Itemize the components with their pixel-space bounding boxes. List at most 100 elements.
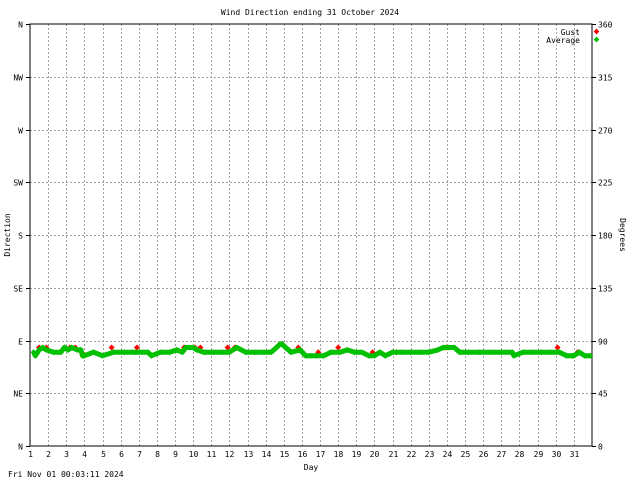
- average-point: [43, 346, 50, 353]
- x-tick-label: 15: [280, 450, 290, 459]
- average-point: [121, 349, 128, 356]
- y-axis-label-right: Degrees: [618, 218, 627, 252]
- average-point: [398, 349, 405, 356]
- average-point: [563, 352, 570, 359]
- x-tick-label: 21: [389, 450, 399, 459]
- average-point: [389, 349, 396, 356]
- gust-point: [224, 344, 231, 351]
- average-point: [50, 349, 57, 356]
- average-point: [288, 349, 295, 356]
- x-tick-label: 24: [443, 450, 453, 459]
- y-tick-label-right: 45: [598, 390, 608, 399]
- y-tick-label-right: 270: [598, 127, 613, 136]
- average-point: [182, 344, 189, 351]
- y-tick-label-right: 180: [598, 232, 613, 241]
- average-point: [110, 349, 117, 356]
- y-tick-label-left: NE: [13, 390, 23, 399]
- gust-point: [108, 344, 115, 351]
- average-point: [81, 352, 88, 359]
- x-tick-label: 6: [119, 450, 124, 459]
- x-tick-label: 8: [155, 450, 160, 459]
- average-point: [587, 352, 594, 359]
- average-point: [451, 344, 458, 351]
- average-point: [282, 344, 289, 351]
- y-tick-label-left: E: [18, 338, 23, 347]
- average-point: [57, 349, 64, 356]
- average-point: [242, 349, 249, 356]
- average-point: [407, 349, 414, 356]
- average-point: [425, 349, 432, 356]
- x-tick-label: 27: [497, 450, 507, 459]
- x-tick-label: 14: [262, 450, 272, 459]
- y-tick-label-left: W: [18, 127, 23, 136]
- average-point: [302, 352, 309, 359]
- gust-point: [133, 344, 140, 351]
- x-tick-label: 31: [570, 450, 580, 459]
- x-tick-label: 22: [407, 450, 417, 459]
- average-point: [99, 352, 106, 359]
- series-average: [30, 341, 594, 359]
- average-point: [327, 349, 334, 356]
- average-point: [456, 349, 463, 356]
- average-point: [434, 346, 441, 353]
- average-point: [445, 344, 452, 351]
- average-point: [529, 349, 536, 356]
- y-tick-label-right: 315: [598, 74, 613, 83]
- average-point: [576, 349, 583, 356]
- average-point: [313, 352, 320, 359]
- average-point: [351, 349, 358, 356]
- average-point: [210, 349, 217, 356]
- average-point: [32, 352, 39, 359]
- average-point: [233, 344, 240, 351]
- average-point: [166, 349, 173, 356]
- average-point: [201, 349, 208, 356]
- x-tick-label: 13: [244, 450, 254, 459]
- average-point: [498, 349, 505, 356]
- average-point: [179, 349, 186, 356]
- average-point: [382, 352, 389, 359]
- average-point: [556, 349, 563, 356]
- y-tick-label-left: SE: [13, 285, 23, 294]
- average-point: [358, 349, 365, 356]
- x-tick-label: 28: [515, 450, 525, 459]
- x-tick-label: 25: [461, 450, 471, 459]
- legend: Gust Average: [546, 28, 600, 45]
- x-tick-label: 16: [298, 450, 308, 459]
- x-tick-label: 4: [82, 450, 87, 459]
- average-point: [371, 352, 378, 359]
- x-tick-label: 18: [334, 450, 344, 459]
- y-tick-label-left: NW: [13, 74, 23, 83]
- average-point: [337, 349, 344, 356]
- x-tick-label: 30: [552, 450, 562, 459]
- average-point: [260, 349, 267, 356]
- average-point: [416, 349, 423, 356]
- chart-title: Wind Direction ending 31 October 2024: [221, 8, 399, 17]
- x-tick-label: 12: [225, 450, 235, 459]
- y-tick-label-right: 0: [598, 443, 603, 452]
- average-point: [308, 352, 314, 359]
- average-point: [538, 349, 545, 356]
- x-tick-label: 5: [101, 450, 106, 459]
- x-tick-label: 20: [370, 450, 380, 459]
- x-tick-label: 11: [207, 450, 217, 459]
- average-point: [90, 349, 97, 356]
- average-point: [173, 346, 180, 353]
- gust-point: [335, 344, 342, 351]
- average-point: [487, 349, 494, 356]
- average-point: [219, 349, 226, 356]
- average-point: [520, 349, 527, 356]
- y-tick-label-right: 225: [598, 179, 613, 188]
- x-tick-label: 19: [352, 450, 362, 459]
- average-point: [547, 349, 554, 356]
- average-point: [251, 349, 258, 356]
- y-tick-label-right: 360: [598, 21, 613, 30]
- x-tick-label: 1: [28, 450, 33, 459]
- average-point: [570, 352, 577, 359]
- grid-layer: [30, 24, 592, 446]
- average-point: [68, 344, 75, 351]
- average-point: [511, 352, 518, 359]
- x-tick-label: 9: [173, 450, 178, 459]
- x-tick-label: 26: [479, 450, 489, 459]
- x-tick-label: 29: [534, 450, 544, 459]
